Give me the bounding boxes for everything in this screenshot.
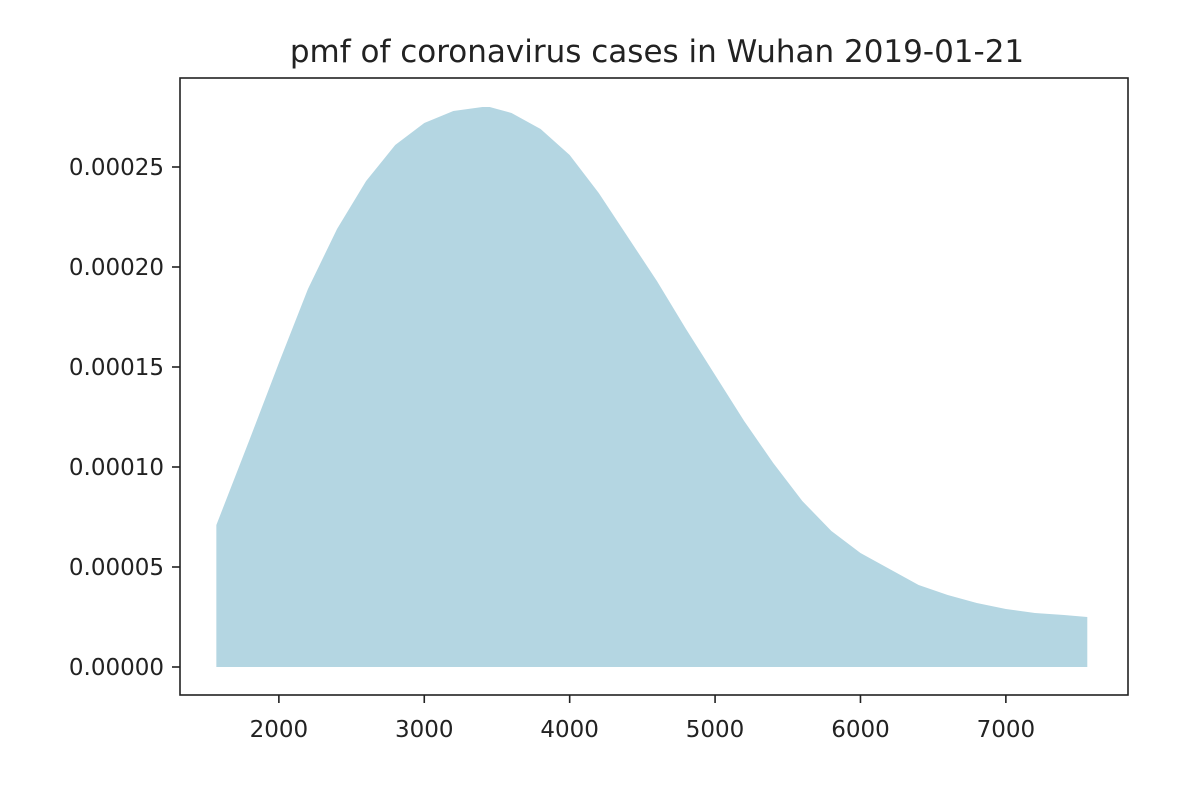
x-tick-label: 3000 [395, 717, 454, 743]
y-tick-label: 0.00015 [69, 355, 164, 381]
y-tick-label: 0.00010 [69, 455, 164, 481]
x-tick-label: 6000 [831, 717, 890, 743]
axes-frame [179, 77, 1129, 696]
chart-title: pmf of coronavirus cases in Wuhan 2019-0… [290, 34, 1024, 70]
y-tick-label: 0.00025 [69, 155, 164, 181]
y-tick-label: 0.00005 [69, 555, 164, 581]
x-axis: 2000 3000 4000 5000 6000 7000 [250, 695, 1036, 743]
y-axis: 0.00000 0.00005 0.00010 0.00015 0.00020 0.000… [69, 155, 180, 681]
y-tick-label: 0.00020 [69, 255, 164, 281]
plot-area [216, 107, 1088, 667]
series-area-0 [216, 107, 1088, 667]
x-tick-label: 4000 [540, 717, 599, 743]
y-tick-label: 0.00000 [69, 655, 164, 681]
x-tick-label: 2000 [250, 717, 309, 743]
x-tick-label: 5000 [686, 717, 745, 743]
x-tick-label: 7000 [977, 717, 1036, 743]
